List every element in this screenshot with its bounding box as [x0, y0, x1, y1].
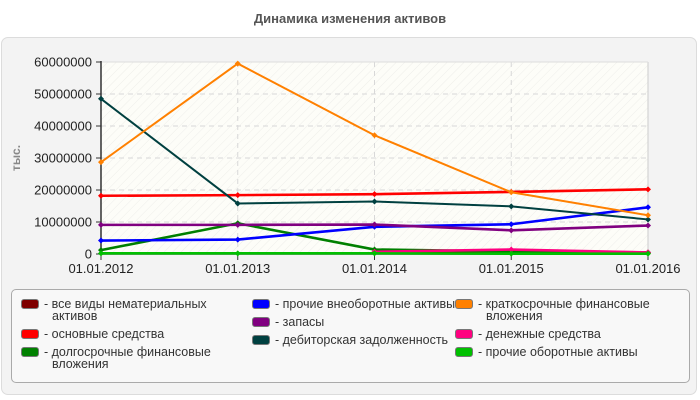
legend-label: - запасы: [275, 315, 325, 329]
chart-title: Динамика изменения активов: [253, 11, 447, 26]
legend-swatch-icon: [252, 335, 270, 345]
legend-label: - все виды нематериальных: [44, 297, 207, 311]
legend-swatch-icon: [455, 347, 473, 357]
series-marker: [508, 221, 515, 228]
series-marker: [371, 198, 378, 205]
legend-item[interactable]: - прочие оборотные активы: [446, 346, 650, 358]
line-chart: 0 10000000 20000000 30000000 40000000 5000000…: [9, 55, 681, 277]
series-marker: [234, 192, 241, 199]
series-marker: [98, 192, 104, 199]
y-axis-label: тыс.: [9, 145, 23, 171]
y-tick-label: 40000000: [34, 119, 92, 134]
legend-swatch-icon: [21, 329, 39, 339]
chart-legend: - все виды нематериальных активов - основн…: [11, 289, 690, 383]
legend-item[interactable]: - запасы: [243, 316, 455, 328]
legend-swatch-icon: [252, 317, 270, 327]
legend-label: - прочие внеоборотные активы: [275, 297, 456, 311]
legend-column: - прочие внеоборотные активы - запасы - де…: [243, 298, 455, 352]
series-marker: [234, 60, 241, 67]
y-tick-label: 10000000: [34, 215, 92, 230]
legend-label-continuation: вложения: [52, 357, 109, 371]
legend-item[interactable]: - долгосрочные финансовые вложения: [12, 346, 211, 370]
legend-label: - денежные средства: [478, 327, 601, 341]
y-tick-label: 0: [85, 247, 92, 262]
legend-item[interactable]: - дебиторская задолженность: [243, 334, 455, 346]
series-marker: [98, 237, 104, 244]
y-tick-label: 20000000: [34, 183, 92, 198]
series-marker: [98, 247, 104, 254]
legend-label: - дебиторская задолженность: [275, 333, 449, 347]
x-tick-label: 01.01.2013: [205, 261, 270, 276]
series-marker: [645, 250, 651, 257]
grid-lines: [101, 61, 649, 254]
legend-column: - все виды нематериальных активов - основн…: [12, 298, 211, 376]
x-tick-label: 01.01.2014: [342, 261, 407, 276]
series-marker: [234, 236, 241, 243]
series-marker: [645, 186, 651, 193]
series-marker: [98, 159, 104, 166]
series-marker: [234, 221, 241, 228]
series-marker: [508, 189, 515, 196]
series-marker: [645, 204, 651, 211]
legend-label: - прочие оборотные активы: [478, 345, 638, 359]
series-marker: [645, 216, 651, 223]
legend-swatch-icon: [455, 299, 473, 309]
series-marker: [98, 250, 104, 257]
series-marker: [645, 222, 651, 229]
legend-label: - краткосрочные финансовые: [478, 297, 650, 311]
legend-item[interactable]: - прочие внеоборотные активы: [243, 298, 455, 310]
x-tick-label: 01.01.2015: [479, 261, 544, 276]
legend-swatch-icon: [455, 329, 473, 339]
legend-item[interactable]: - основные средства: [12, 328, 211, 340]
x-tick-label: 01.01.2012: [68, 261, 133, 276]
legend-item[interactable]: - краткосрочные финансовые вложения: [446, 298, 650, 322]
y-tick-label: 60000000: [34, 55, 92, 70]
series-marker: [508, 246, 515, 253]
axes: 0 10000000 20000000 30000000 40000000 5000000…: [34, 55, 680, 277]
series-marker: [234, 200, 241, 207]
legend-label-continuation: вложения: [486, 309, 543, 323]
series-marker: [508, 227, 515, 234]
legend-item[interactable]: - все виды нематериальных активов: [12, 298, 211, 322]
series-marker: [371, 191, 378, 198]
legend-label-continuation: активов: [52, 309, 98, 323]
series-marker: [508, 250, 515, 257]
y-tick-label: 50000000: [34, 87, 92, 102]
series-marker: [371, 221, 378, 228]
series-marker: [508, 203, 515, 210]
series-marker: [98, 95, 104, 102]
legend-label: - долгосрочные финансовые: [44, 345, 211, 359]
x-tick-label: 01.01.2016: [615, 261, 680, 276]
series-lines: [98, 60, 651, 257]
y-tick-label: 30000000: [34, 151, 92, 166]
legend-column: - краткосрочные финансовые вложения - дене…: [446, 298, 650, 364]
series-marker: [371, 250, 378, 257]
legend-swatch-icon: [21, 347, 39, 357]
legend-swatch-icon: [252, 299, 270, 309]
series-marker: [98, 221, 104, 228]
legend-item[interactable]: - денежные средства: [446, 328, 650, 340]
legend-label: - основные средства: [44, 327, 165, 341]
series-marker: [371, 132, 378, 139]
legend-swatch-icon: [21, 299, 39, 309]
series-marker: [645, 212, 651, 219]
series-marker: [234, 250, 241, 257]
